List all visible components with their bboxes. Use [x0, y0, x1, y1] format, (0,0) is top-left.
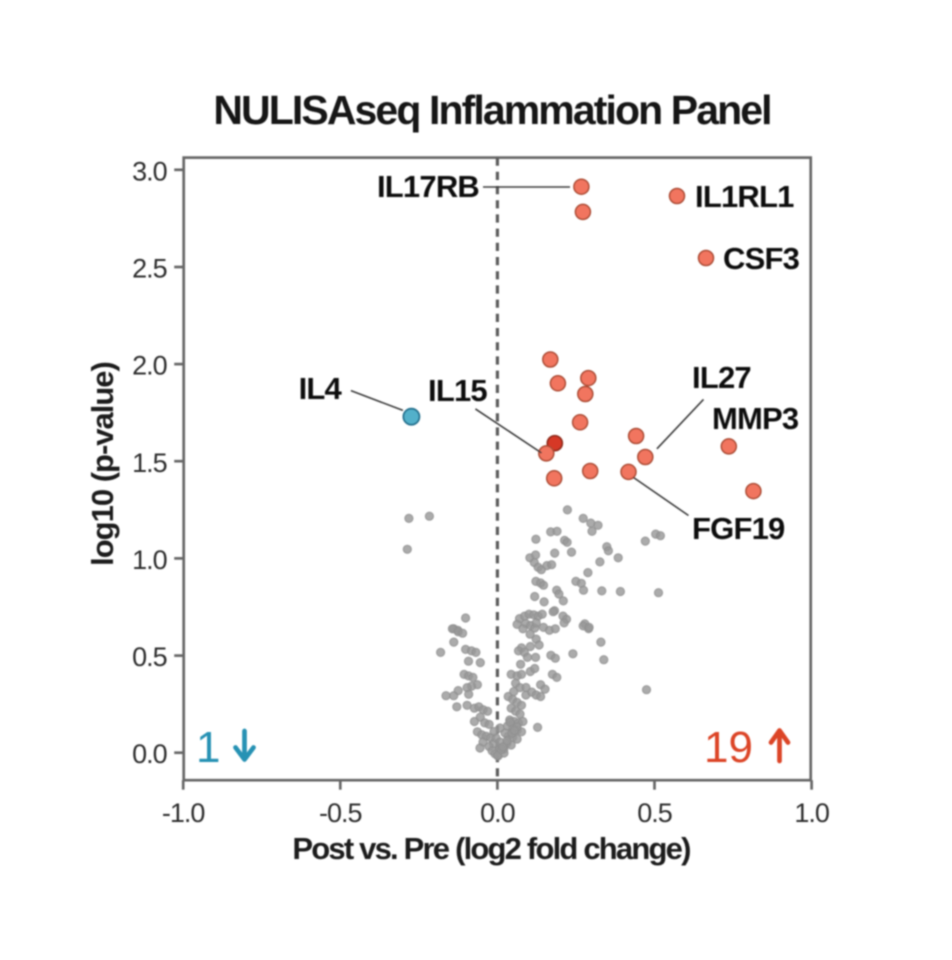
svg-text:IL4: IL4: [299, 371, 343, 406]
svg-text:IL17RB: IL17RB: [377, 169, 479, 204]
svg-text:3.0: 3.0: [132, 156, 167, 186]
svg-text:1: 1: [196, 723, 220, 772]
svg-text:NULISAseq Inflammation Panel: NULISAseq Inflammation Panel: [213, 87, 770, 133]
svg-text:-1.0: -1.0: [162, 798, 205, 828]
svg-text:MMP3: MMP3: [712, 401, 799, 436]
svg-text:CSF3: CSF3: [723, 241, 800, 276]
svg-text:19: 19: [704, 723, 753, 772]
svg-text:0.5: 0.5: [132, 642, 167, 672]
svg-text:IL15: IL15: [428, 373, 487, 408]
svg-text:IL27: IL27: [692, 360, 751, 395]
svg-text:2.0: 2.0: [132, 351, 167, 381]
svg-text:Post vs. Pre (log2 fold change: Post vs. Pre (log2 fold change): [292, 831, 690, 866]
svg-text:1.0: 1.0: [132, 545, 167, 575]
svg-text:1.5: 1.5: [132, 448, 167, 478]
svg-text:0.0: 0.0: [132, 739, 167, 769]
svg-text:1.0: 1.0: [794, 798, 829, 828]
svg-text:-0.5: -0.5: [319, 798, 362, 828]
svg-text:IL1RL1: IL1RL1: [695, 179, 794, 214]
svg-text:FGF19: FGF19: [692, 511, 785, 546]
svg-text:0.0: 0.0: [480, 798, 515, 828]
svg-text:2.5: 2.5: [132, 254, 167, 284]
svg-text:log10 (p-value): log10 (p-value): [85, 362, 120, 566]
svg-text:0.5: 0.5: [637, 798, 672, 828]
